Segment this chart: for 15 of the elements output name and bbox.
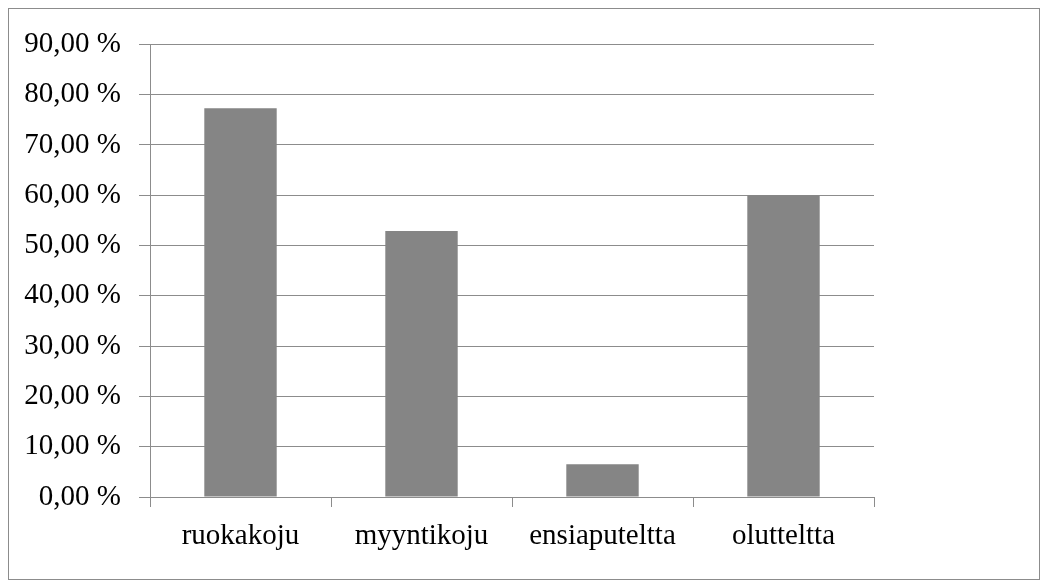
y-tick-label: 40,00 % [24, 277, 121, 310]
x-tick-label: ruokakoju [181, 518, 300, 551]
bar [566, 464, 639, 497]
y-tick-label: 20,00 % [24, 378, 121, 411]
y-tick-label: 90,00 % [24, 26, 121, 59]
x-tick-label: ensiaputeltta [529, 518, 676, 551]
y-tick-label: 30,00 % [24, 327, 121, 360]
x-tick-label: olutteltta [731, 518, 836, 551]
y-tick-label: 50,00 % [24, 227, 121, 260]
y-tick-label: 0,00 % [38, 478, 121, 511]
y-tick-label: 70,00 % [24, 126, 121, 159]
y-tick-label: 60,00 % [24, 176, 121, 209]
y-tick-label: 80,00 % [24, 76, 121, 109]
x-tick-label: myyntikoju [354, 518, 489, 551]
y-tick-label: 10,00 % [24, 428, 121, 461]
